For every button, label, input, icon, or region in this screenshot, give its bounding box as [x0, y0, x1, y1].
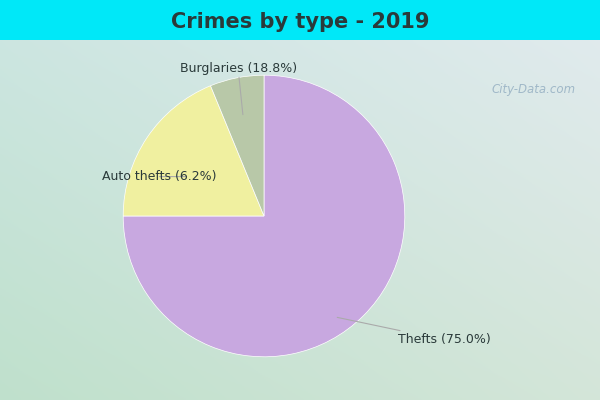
Text: Thefts (75.0%): Thefts (75.0%)	[337, 317, 491, 346]
Text: City-Data.com: City-Data.com	[492, 83, 576, 96]
Text: Crimes by type - 2019: Crimes by type - 2019	[171, 12, 429, 32]
Wedge shape	[211, 75, 264, 216]
Text: Burglaries (18.8%): Burglaries (18.8%)	[179, 62, 296, 115]
Text: Auto thefts (6.2%): Auto thefts (6.2%)	[102, 170, 217, 183]
Wedge shape	[123, 86, 264, 216]
Wedge shape	[123, 75, 405, 357]
